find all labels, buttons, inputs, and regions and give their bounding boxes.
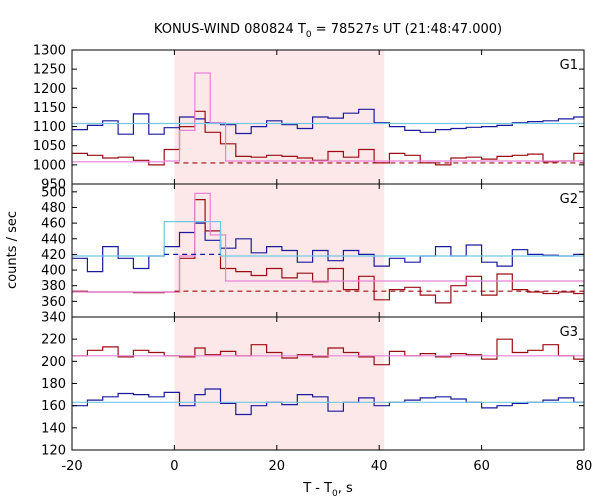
y-axis-label: counts / sec [5,211,20,289]
x-tick-label: -20 [61,459,82,474]
x-tick-label: 20 [269,459,286,474]
series-g2-cyan [72,221,584,257]
y-tick-label: 360 [41,295,66,310]
y-tick-label: 440 [41,232,66,247]
panel-label-g2: G2 [560,192,578,207]
y-tick-label: 1300 [33,44,66,59]
y-tick-label: 1150 [33,101,66,116]
panel-label-g1: G1 [560,58,578,73]
y-tick-label: 160 [41,399,66,414]
y-tick-label: 460 [41,217,66,232]
y-tick-label: 340 [41,311,66,326]
y-tick-label: 1050 [33,139,66,154]
chart-title: KONUS-WIND 080824 T0 = 78527s UT (21:48:… [154,22,502,40]
y-tick-label: 1250 [33,63,66,78]
y-tick-label: 420 [41,248,66,263]
panel-label-g3: G3 [560,325,578,340]
y-tick-label: 500 [41,185,66,200]
series-g1-blue [72,108,584,135]
x-axis-label: T - T0, s [302,481,353,499]
y-tick-label: 400 [41,264,66,279]
x-tick-label: 60 [473,459,490,474]
panel-g1: 950 1000 1050 1100 1150 1200 1250 1300 G1 [33,44,585,193]
x-tick-label: 80 [576,459,593,474]
y-tick-label: 180 [41,377,66,392]
series-g2-pink [72,192,584,293]
y-tick-label: 480 [41,201,66,216]
y-tick-label: 1200 [33,82,66,97]
series-g3-blue [72,388,584,416]
y-tick-label: 380 [41,279,66,294]
y-tick-label: 950 [41,178,66,193]
y-tick-label: 140 [41,421,66,436]
series-g1-pink [72,72,584,163]
series-g3-red [72,338,584,366]
y-tick-label: 220 [41,333,66,348]
y-tick-label: 120 [41,444,66,459]
y-tick-label: 1100 [33,120,66,135]
panel-g3: 120 140 160 180 200 220 G3 [41,316,585,459]
y-tick-label: 1000 [33,158,66,173]
x-tick-label: 0 [170,459,178,474]
x-tick-label: 40 [371,459,388,474]
y-tick-label: 200 [41,355,66,370]
panels-group: 9501000105011001150120012501300G13403603… [33,44,592,475]
